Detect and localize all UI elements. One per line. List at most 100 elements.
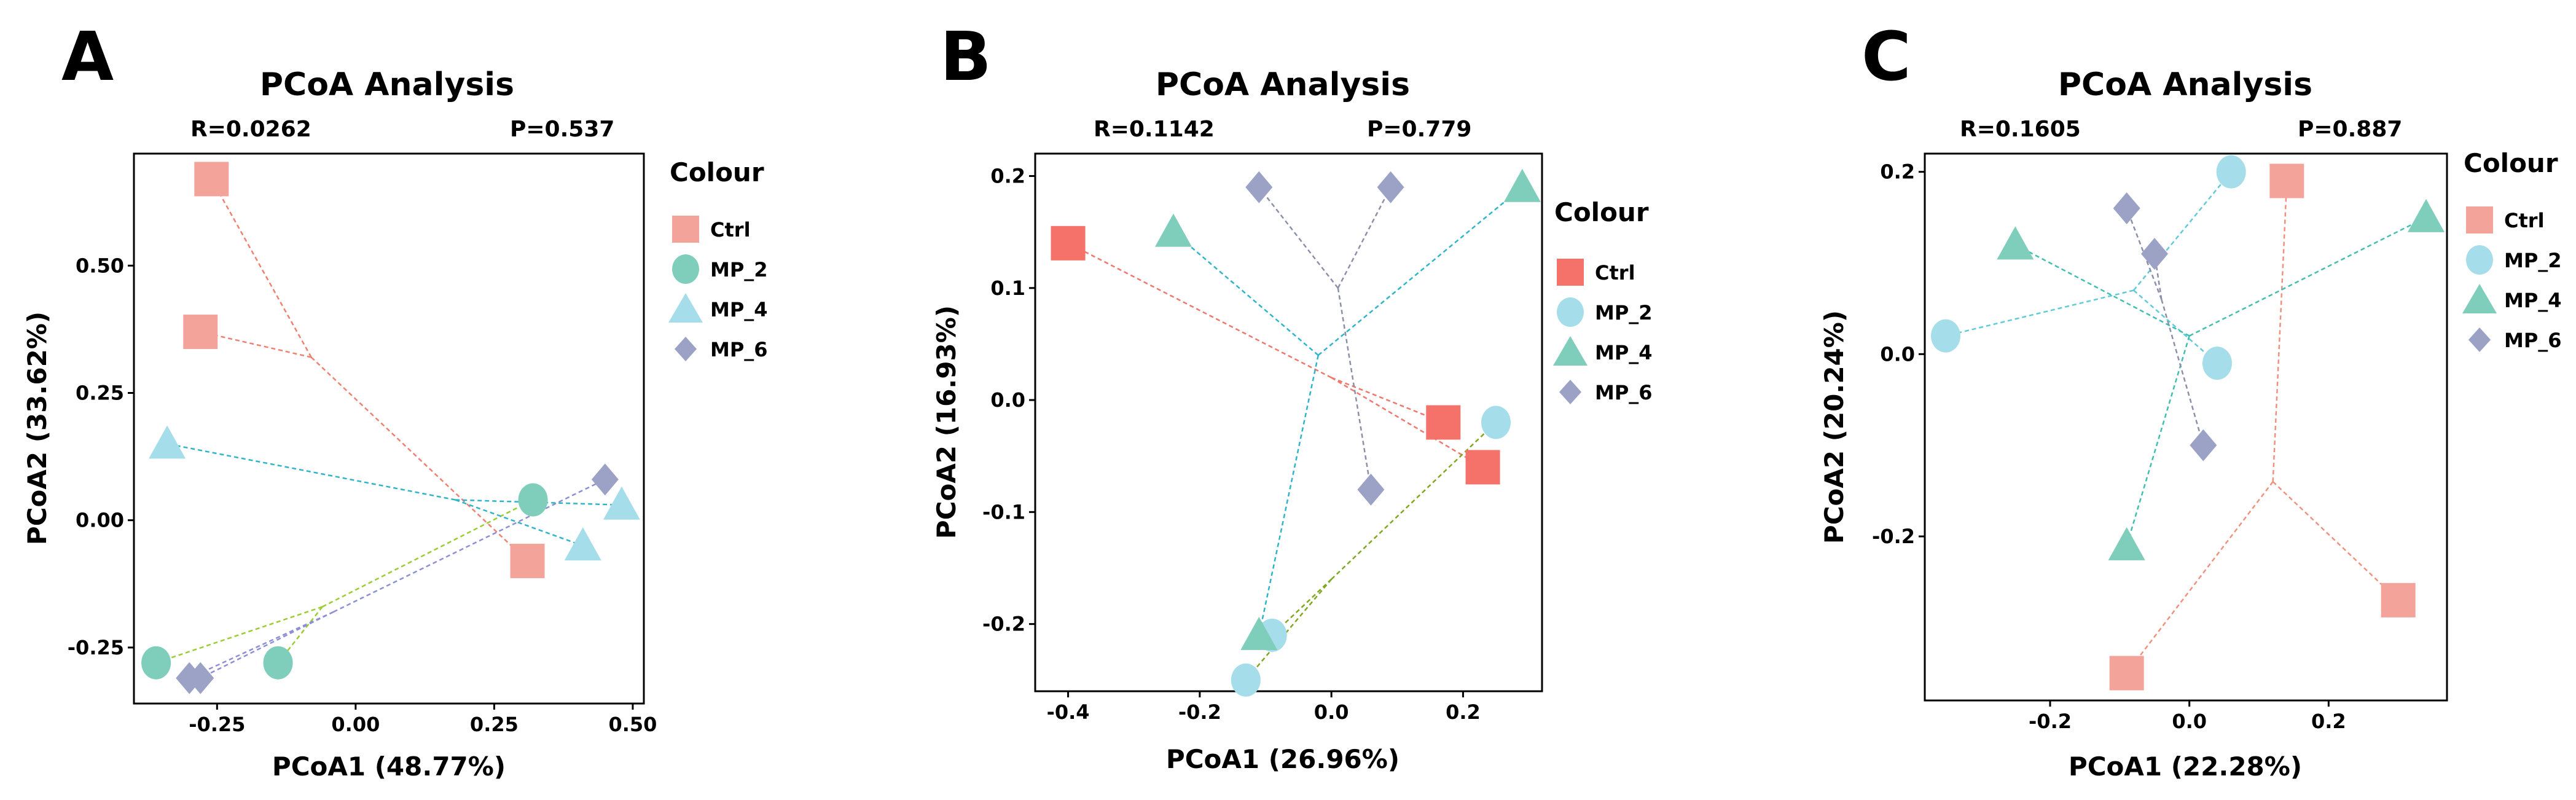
legend-key-mp-6	[1559, 380, 1581, 404]
spider-line-mp-4	[455, 499, 584, 547]
y-tick-label: -0.1	[982, 500, 1025, 524]
spider-line-mp-2	[322, 499, 534, 608]
legend-label: MP_4	[2504, 289, 2562, 312]
point-mp-4	[564, 527, 601, 561]
x-tick-label: -0.4	[1047, 700, 1090, 724]
panel-letter: B	[940, 17, 992, 96]
y-tick-label: -0.2	[982, 613, 1025, 636]
legend-title: Colour	[670, 157, 764, 187]
spider-line-mp-4	[1258, 355, 1319, 636]
point-ctrl	[510, 543, 545, 578]
legend-title: Colour	[1554, 197, 1649, 227]
plot-frame	[1034, 152, 1543, 692]
spider-line-ctrl	[200, 331, 311, 358]
spider-line-ctrl	[2126, 481, 2274, 674]
legend-key-mp-6	[2468, 327, 2491, 352]
point-mp-2	[1931, 319, 1960, 353]
x-axis-label: PCoA1 (22.28%)	[2069, 751, 2302, 782]
legend-key-mp-4	[668, 293, 703, 323]
point-mp-2	[1481, 406, 1511, 439]
legend-key-ctrl	[672, 216, 699, 243]
legend-label: MP_4	[1595, 341, 1653, 364]
spider-line-ctrl	[211, 178, 312, 358]
y-tick-label: 0.1	[990, 276, 1025, 300]
x-axis-label: PCoA1 (26.96%)	[1166, 744, 1400, 774]
x-tick-label: 0.2	[2311, 710, 2346, 733]
spider-line-ctrl	[310, 356, 528, 562]
point-mp-6	[591, 463, 619, 496]
point-mp-4	[149, 425, 186, 459]
point-ctrl	[183, 315, 218, 350]
point-mp-2	[518, 483, 548, 517]
y-tick-label: 0.2	[1880, 160, 1915, 184]
spider-line-mp-6	[2126, 208, 2163, 300]
y-tick-label: 0.50	[76, 254, 124, 277]
spider-line-mp-6	[2161, 299, 2204, 446]
legend-label: MP_2	[710, 258, 768, 281]
y-tick-label: 0.25	[76, 381, 124, 404]
x-tick-label: -0.25	[189, 713, 245, 736]
p-value: P=0.537	[510, 117, 614, 142]
point-ctrl	[194, 162, 229, 197]
x-tick-label: 0.2	[1446, 700, 1481, 724]
spider-line-mp-6	[333, 479, 606, 613]
chart-title: PCoA Analysis	[260, 66, 514, 103]
spider-line-ctrl	[2272, 481, 2399, 601]
spider-line-ctrl	[2272, 181, 2288, 482]
point-mp-4	[2408, 198, 2445, 232]
legend-key-ctrl	[2466, 206, 2493, 233]
point-mp-4	[1997, 226, 2034, 260]
spider-line-mp-4	[1173, 231, 1319, 356]
spider-line-mp-6	[1337, 187, 1392, 289]
legend-label: MP_6	[1595, 381, 1653, 404]
plot-frame	[133, 152, 645, 705]
spider-line-ctrl	[1068, 242, 1332, 378]
point-mp-2	[2202, 347, 2232, 380]
point-mp-6	[1377, 171, 1404, 203]
point-mp-4	[1240, 616, 1278, 650]
spider-line-mp-2	[1945, 289, 2134, 337]
p-value: P=0.887	[2298, 117, 2402, 142]
point-mp-2	[2216, 155, 2246, 189]
legend-key-mp-6	[675, 337, 697, 361]
point-mp-6	[1245, 171, 1273, 203]
point-mp-4	[2108, 527, 2145, 560]
panel-b: B PCoA Analysis R=0.1142 P=0.779 -0.4 -0.2 0.0…	[931, 17, 1653, 774]
x-tick-label: 0.25	[470, 713, 519, 736]
r-statistic: R=0.0262	[190, 117, 311, 142]
legend-key-mp-2	[1557, 297, 1584, 327]
x-tick-label: 0.0	[1314, 700, 1349, 724]
point-mp-4	[603, 486, 640, 520]
spider-line-mp-2	[2133, 289, 2218, 364]
r-statistic: R=0.1605	[1960, 117, 2081, 142]
y-axis-label: PCoA2 (33.62%)	[22, 312, 52, 545]
point-mp-6	[2141, 238, 2168, 270]
legend-label: Ctrl	[2504, 209, 2545, 232]
legend-key-mp-4	[2462, 284, 2497, 313]
spider-line-mp-4	[166, 443, 456, 501]
y-tick-label: -0.25	[68, 636, 124, 659]
plot-frame	[1924, 152, 2448, 702]
spider-line-mp-6	[1258, 186, 1339, 289]
x-tick-label: -0.2	[1178, 700, 1221, 724]
y-tick-label: 0.2	[990, 164, 1025, 187]
point-ctrl	[2109, 656, 2144, 691]
legend-key-mp-4	[1553, 336, 1587, 366]
spider-line-mp-6	[200, 611, 334, 679]
y-tick-label: 0.0	[990, 388, 1025, 412]
legend-label: MP_2	[2504, 249, 2562, 272]
x-tick-label: -0.2	[2029, 710, 2072, 733]
point-ctrl	[1426, 405, 1461, 440]
legend-label: Ctrl	[710, 218, 751, 241]
legend-label: Ctrl	[1595, 261, 1635, 284]
chart-title: PCoA Analysis	[1156, 66, 1410, 103]
spider-line-mp-6	[1337, 288, 1372, 490]
legend-title: Colour	[2464, 148, 2558, 178]
point-ctrl	[2381, 582, 2416, 618]
legend-label: MP_6	[2504, 329, 2562, 352]
r-statistic: R=0.1142	[1094, 117, 1215, 142]
panel-letter: C	[1862, 17, 1911, 96]
legend-key-mp-2	[2466, 245, 2493, 275]
y-axis-label: PCoA2 (16.93%)	[931, 305, 961, 539]
